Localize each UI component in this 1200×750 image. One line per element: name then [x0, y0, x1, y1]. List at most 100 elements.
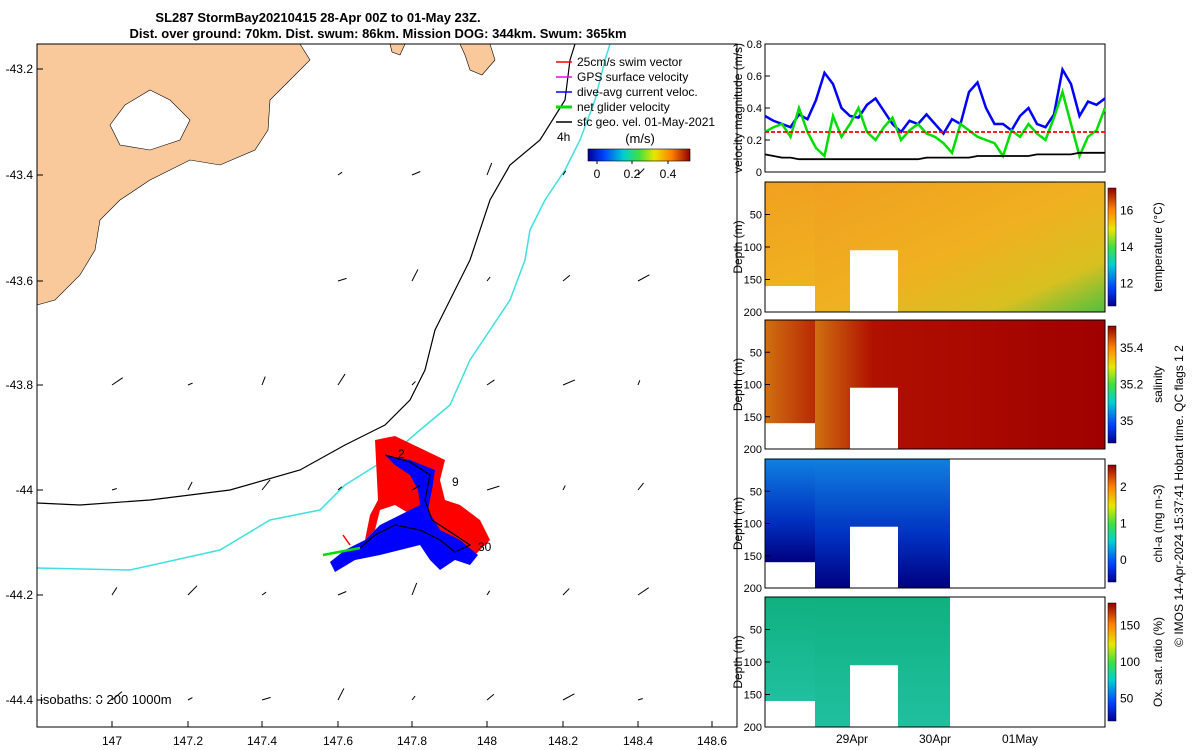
map-x-tick-label: 148.4 — [623, 734, 653, 748]
velocity-vector — [111, 691, 123, 701]
depth-tick: 100 — [744, 242, 762, 254]
velocity-y-tick: 0 — [756, 167, 762, 179]
velocity-ylabel: velocity magnitude (m/s) — [731, 43, 745, 173]
velocity-vector — [261, 696, 271, 701]
map-y-tick-label: -43.8 — [6, 378, 34, 392]
velocity-vector — [111, 587, 118, 596]
map-x-axis: 147 147.2 147.4 147.6 147.8 148 148.2 148.4 148.… — [102, 721, 727, 748]
velocity-vector — [411, 171, 421, 176]
section-colorbar-label: Ox. sat. ratio (%) — [1151, 617, 1165, 707]
net-velocity-arrow — [322, 546, 361, 557]
section-panel-salinity[interactable]: 50 100 150 200 Depth (m) 35 35.2 35.4 salinity — [731, 319, 1165, 456]
velocity-vector — [187, 481, 193, 491]
velocity-series-line — [764, 151, 1105, 161]
map-y-tick-label: -43.4 — [6, 168, 34, 182]
depth-tick: 100 — [744, 657, 762, 669]
map-y-tick-label: -43.2 — [6, 62, 34, 76]
velocity-vector — [411, 269, 419, 282]
depth-tick: 50 — [750, 625, 762, 637]
section-colorbar-tick: 14 — [1120, 240, 1134, 254]
velocity-panel[interactable]: 0 0.2 0.4 0.6 0.8 velocity magnitude (m/s) — [731, 39, 1107, 179]
section-panel-oxygen[interactable]: 50 100 150 200 Depth (m) 50 100 150 Ox. sat. rat… — [731, 596, 1165, 734]
colorbar-label: (m/s) — [625, 131, 655, 146]
velocity-vector — [337, 277, 347, 282]
velocity-vector — [562, 588, 570, 596]
velocity-series-line — [764, 66, 1106, 136]
velocity-vector — [562, 485, 566, 491]
map-x-tick-label: 147.6 — [323, 734, 353, 748]
velocity-vector — [562, 274, 571, 282]
velocity-vector — [187, 382, 193, 386]
depth-tick: 200 — [744, 722, 762, 734]
map-y-tick-label: -44.2 — [6, 588, 34, 602]
depth-tick: 200 — [744, 444, 762, 456]
map-x-tick-label: 147 — [102, 734, 122, 748]
section-colorbar-tick: 50 — [1120, 692, 1134, 706]
section-colorbar-tick: 100 — [1120, 655, 1140, 669]
depth-axis-label: Depth (m) — [731, 497, 745, 550]
velocity-vector — [562, 170, 567, 176]
section-colorbar-tick: 35 — [1120, 414, 1134, 428]
velocity-vector — [261, 376, 266, 386]
map-y-axis: -43.2 -43.4 -43.6 -43.8 -44 -44.2 -44.4 — [6, 62, 43, 707]
section-colorbar-tick: 150 — [1120, 618, 1140, 632]
colorbar-tick: 0.4 — [660, 167, 677, 181]
velocity-y-tick: 0.2 — [747, 135, 762, 147]
velocity-vector — [562, 693, 575, 701]
section-colorbar-label: temperature (°C) — [1151, 202, 1165, 292]
section-panel-temperature[interactable]: 50 100 150 200 Depth (m) 12 14 16 temperature (°… — [731, 181, 1165, 319]
colorbar-tick: 0 — [594, 167, 601, 181]
depth-tick: 100 — [744, 380, 762, 392]
velocity-vector — [637, 698, 643, 701]
map-panel[interactable]: 4h 2 9 30 147 147.2 147.4 147.6 147.8 148 148.… — [6, 43, 738, 748]
section-colorbar-tick: 35.2 — [1120, 378, 1144, 392]
section-colorbar-tick: 16 — [1120, 203, 1134, 217]
title-line-2: Dist. over ground: 70km. Dist. swum: 86k… — [129, 26, 626, 41]
map-x-tick-label: 147.8 — [397, 734, 427, 748]
annotation-30: 30 — [478, 540, 492, 554]
depth-tick: 150 — [744, 412, 762, 424]
annotation-2: 2 — [398, 447, 405, 461]
title-line-1: SL287 StormBay20210415 28-Apr 00Z to 01-… — [155, 10, 480, 25]
velocity-vector — [411, 582, 418, 596]
sfc-geo-velocity-vectors — [111, 162, 650, 701]
section-panel-chl[interactable]: 50 100 150 200 Depth (m) 0 1 2 chl-a (mg m-3) — [731, 458, 1165, 595]
velocity-y-axis: 0 0.2 0.4 0.6 0.8 — [747, 39, 770, 179]
section-colorbar-tick: 12 — [1120, 277, 1134, 291]
velocity-vector — [337, 591, 347, 596]
velocity-vector — [337, 486, 343, 491]
map-x-tick-label: 148 — [477, 734, 497, 748]
velocity-vector — [637, 482, 644, 491]
section-colorbar-tick: 0 — [1120, 553, 1127, 567]
depth-tick: 200 — [744, 583, 762, 595]
colorbar-tick: 0.2 — [624, 167, 641, 181]
isobath-1000 — [36, 43, 611, 571]
land-tasman-peninsula — [36, 43, 311, 306]
annotation-4h: 4h — [557, 130, 570, 144]
isobath-200 — [36, 43, 576, 506]
velocity-y-tick: 0.8 — [747, 39, 762, 51]
legend-entry: net glider velocity — [577, 100, 670, 114]
velocity-vector — [411, 381, 416, 386]
velocity-vector — [486, 590, 491, 596]
map-x-tick-label: 147.2 — [173, 734, 203, 748]
velocity-vector — [261, 591, 267, 596]
depth-tick: 150 — [744, 690, 762, 702]
velocity-y-tick: 0.6 — [747, 71, 762, 83]
velocity-vector — [411, 695, 416, 701]
depth-tick: 50 — [750, 486, 762, 498]
date-tick-label: 30Apr — [919, 732, 951, 746]
section-colorbar-tick: 1 — [1120, 517, 1127, 531]
swim-vector-arrow — [342, 534, 351, 546]
velocity-vector — [111, 377, 124, 386]
velocity-vector — [261, 479, 271, 491]
velocity-y-tick: 0.4 — [747, 103, 762, 115]
velocity-vector — [187, 585, 198, 596]
depth-axis-label: Depth (m) — [731, 635, 745, 688]
depth-tick: 50 — [750, 347, 762, 359]
legend-entry: dive-avg current veloc. — [577, 85, 698, 99]
map-y-tick-label: -43.6 — [6, 274, 34, 288]
map-x-tick-label: 148.6 — [697, 734, 727, 748]
